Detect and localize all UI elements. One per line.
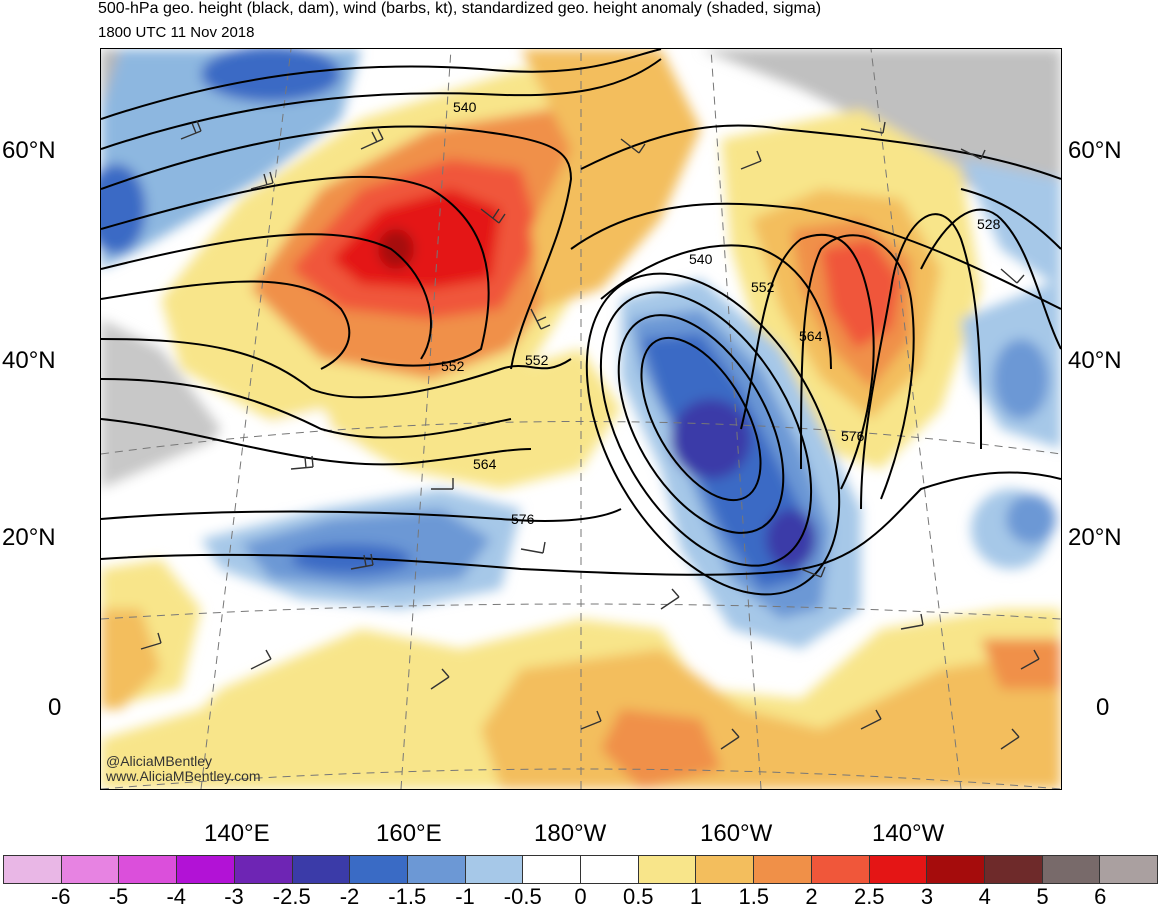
colorbar-tick-label: -1.5 [388, 884, 427, 909]
lat-label-40n-right: 40°N [1068, 347, 1122, 374]
colorbar-cell [4, 856, 62, 883]
colorbar-cell [177, 856, 235, 883]
credit-handle: @AliciaMBentley [106, 753, 213, 769]
contour-label-564-east: 564 [799, 328, 823, 344]
colorbar-cell [581, 856, 639, 883]
lat-label-20n-right: 20°N [1068, 524, 1122, 551]
colorbar-cell [811, 856, 870, 883]
contour-label-576-east: 576 [841, 428, 865, 444]
valid-time: 1800 UTC 11 Nov 2018 [98, 24, 255, 41]
colorbar-tick-label: -4 [166, 884, 187, 909]
colorbar-cell [523, 856, 582, 883]
map-canvas: 540 540 528 552 552 552 564 564 576 576 [100, 48, 1062, 790]
colorbar-cell [119, 856, 178, 883]
colorbar-tick-label: 5 [1036, 884, 1049, 909]
colorbar-tick-label: 0 [574, 884, 587, 909]
colorbar-tick-label: 2 [805, 884, 818, 909]
colorbar-cell [984, 856, 1043, 883]
colorbar-tick-label: -0.5 [503, 884, 542, 909]
lon-label-180w: 180°W [534, 820, 607, 847]
colorbar-cell [1100, 856, 1158, 883]
colorbar-cell [869, 856, 928, 883]
wind-barbs [140, 120, 1040, 750]
colorbar-cell [638, 856, 697, 883]
colorbar-cell [696, 856, 755, 883]
credit-website: www.AliciaMBentley.com [106, 768, 261, 784]
colorbar-cell [234, 856, 293, 883]
contour-label-576-west: 576 [511, 511, 535, 527]
colorbar-cell [292, 856, 351, 883]
contour-label-552-east: 552 [751, 279, 775, 295]
lat-label-20n-left: 20°N [2, 524, 56, 551]
colorbar-tick-label: -5 [108, 884, 129, 909]
contour-label-group: 540 540 528 552 552 552 564 564 576 576 [441, 99, 1001, 527]
colorbar-tick-label: 2.5 [853, 884, 885, 909]
colorbar-cell [754, 856, 812, 883]
contour-label-540-west: 540 [453, 99, 477, 115]
lon-label-140e: 140°E [204, 820, 270, 847]
colorbar-cell [407, 856, 466, 883]
colorbar-tick-label: 4 [978, 884, 991, 909]
map-svg: 540 540 528 552 552 552 564 564 576 576 [101, 49, 1061, 789]
colorbar-cell [927, 856, 985, 883]
map-title: 500-hPa geo. height (black, dam), wind (… [98, 0, 822, 17]
lon-label-160w: 160°W [700, 820, 773, 847]
anomaly-shading [101, 49, 1061, 789]
colorbar-tick-label: -2 [339, 884, 360, 909]
contour-label-540-east: 540 [689, 251, 713, 267]
anomaly-colorbar [3, 855, 1158, 884]
colorbar-cell [1042, 856, 1101, 883]
lat-label-60n-left: 60°N [2, 137, 56, 164]
colorbar-tick-label: -6 [50, 884, 71, 909]
lon-label-160e: 160°E [376, 820, 442, 847]
lat-label-eq-right: 0 [1096, 694, 1110, 721]
contour-label-564-west: 564 [473, 456, 497, 472]
height-contours [101, 49, 1061, 596]
lon-label-140w: 140°W [872, 820, 945, 847]
contour-label-552-west: 552 [441, 358, 465, 374]
colorbar-tick-label: 6 [1094, 884, 1107, 909]
colorbar-cell [61, 856, 120, 883]
colorbar-tick-label: 1 [689, 884, 703, 909]
colorbar-tick-label: -3 [224, 884, 244, 909]
lat-label-40n-left: 40°N [2, 347, 56, 374]
colorbar-tick-label: 1.5 [738, 884, 770, 909]
contour-label-552-center: 552 [525, 352, 549, 368]
lat-label-eq-left: 0 [48, 694, 62, 721]
colorbar-cell [350, 856, 408, 883]
colorbar-tick-label: 0.5 [622, 884, 654, 909]
colorbar-tick-label: -2.5 [272, 884, 311, 909]
lat-label-60n-right: 60°N [1068, 137, 1122, 164]
colorbar-tick-label: 3 [920, 884, 934, 909]
graticule [101, 49, 1061, 789]
contour-label-528: 528 [977, 216, 1001, 232]
colorbar-tick-label: -1 [455, 884, 475, 909]
colorbar-cell [465, 856, 524, 883]
